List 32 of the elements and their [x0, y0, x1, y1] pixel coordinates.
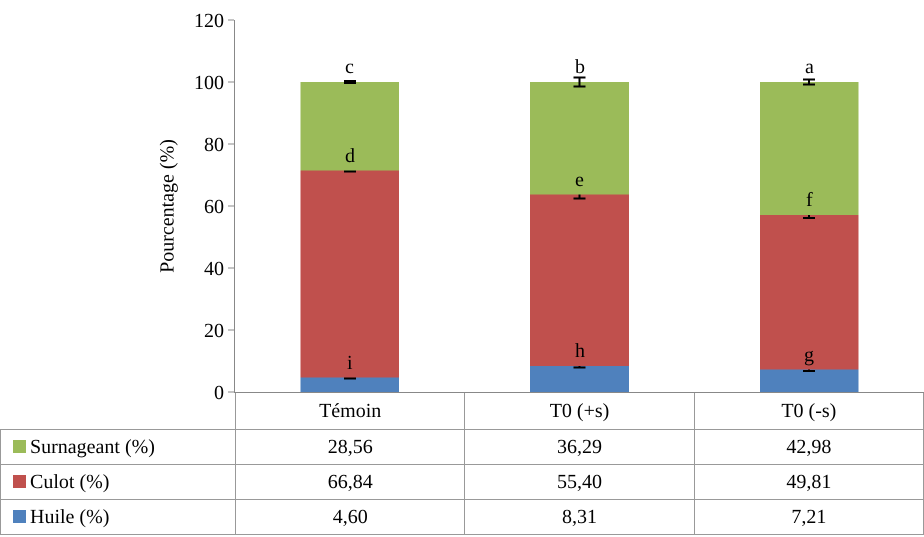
x-tick-label: T0 (-s) [694, 392, 924, 430]
data-label: 55,40 [464, 464, 694, 500]
y-tick-label: 80 [204, 134, 224, 156]
annotation: g [804, 344, 814, 366]
annotation: f [806, 189, 813, 211]
data-label: 8,31 [464, 500, 694, 534]
legend-label: Huile (%) [30, 506, 110, 528]
data-label: 36,29 [464, 430, 694, 464]
y-tick-label: 100 [194, 72, 224, 94]
annotation: h [575, 340, 585, 362]
y-tick-label: 120 [194, 10, 224, 32]
x-tick-label: T0 (+s) [464, 392, 694, 430]
data-label: 28,56 [236, 430, 465, 464]
annotation: b [575, 56, 585, 78]
legend-label: Surnageant (%) [30, 436, 155, 458]
data-label: 4,60 [236, 500, 465, 534]
y-axis-title: Pourcentage (%) [156, 139, 178, 273]
annotation: i [347, 352, 353, 374]
annotation: e [575, 169, 584, 191]
data-label: 66,84 [236, 464, 465, 500]
y-tick-label: 40 [204, 258, 224, 280]
annotation: c [345, 56, 354, 78]
y-tick-label: 60 [204, 196, 224, 218]
legend-label: Culot (%) [30, 470, 110, 492]
y-tick-label: 0 [214, 382, 224, 404]
x-tick-label: Témoin [236, 392, 465, 430]
y-tick-label: 20 [204, 320, 224, 342]
annotation: a [805, 56, 814, 78]
data-label: 7,21 [694, 500, 924, 534]
data-label: 49,81 [694, 464, 924, 500]
data-label: 42,98 [694, 430, 924, 464]
annotation: d [345, 145, 355, 167]
